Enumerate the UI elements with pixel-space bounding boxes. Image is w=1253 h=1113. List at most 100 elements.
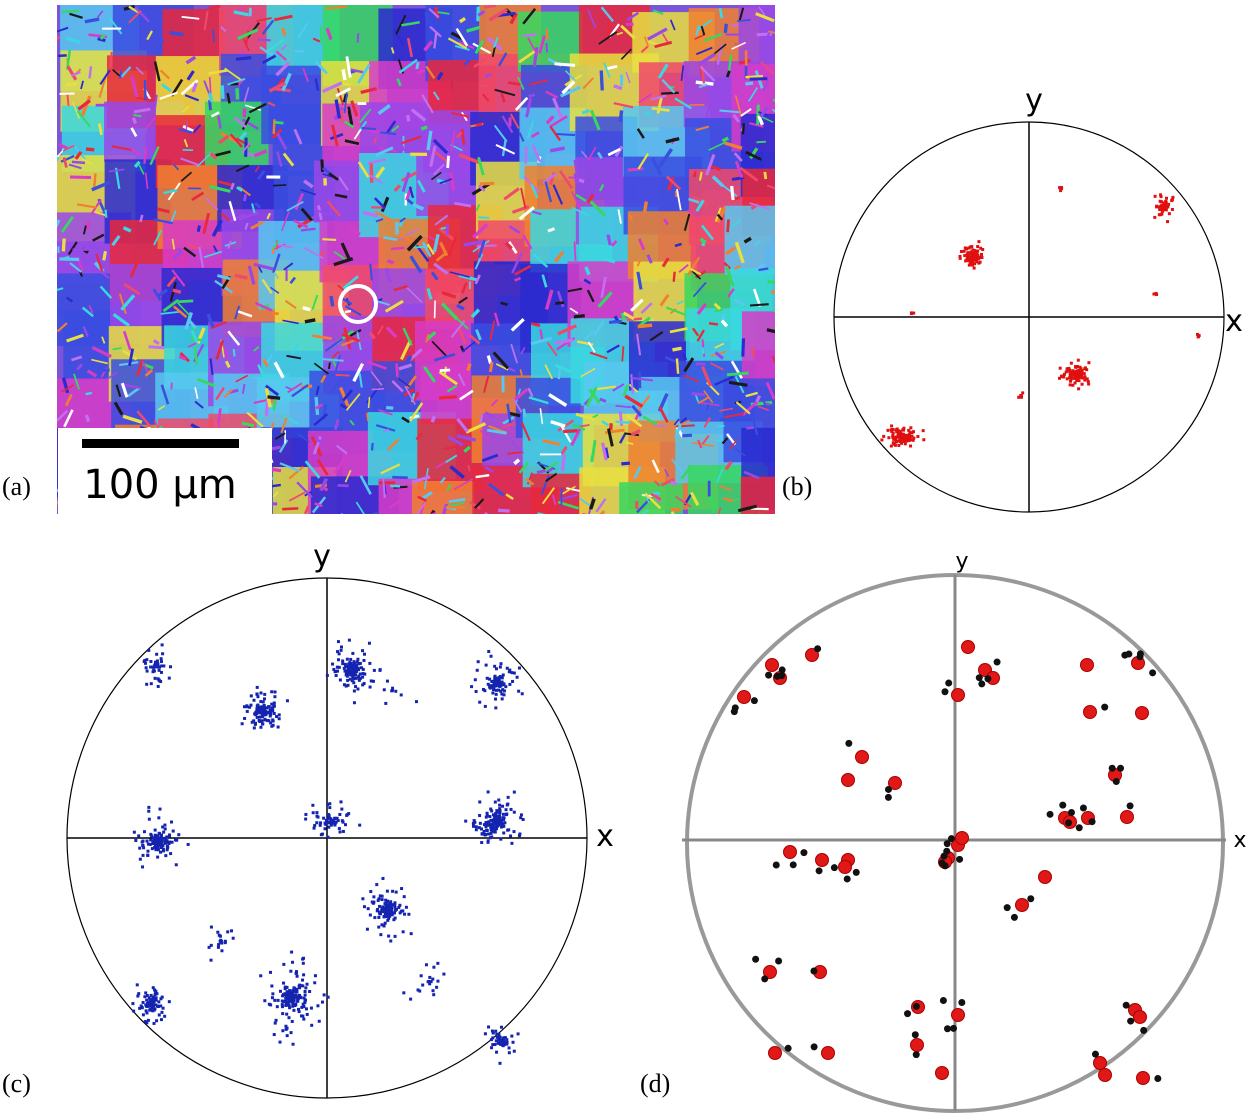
pole-point	[373, 916, 376, 919]
pole-point	[152, 666, 155, 669]
pole-point	[304, 818, 307, 821]
pole-point	[284, 1025, 287, 1028]
pole-point	[357, 662, 360, 665]
pole-point	[371, 900, 374, 903]
pole-point	[510, 1035, 513, 1038]
pole-point	[432, 989, 435, 992]
pole-point	[475, 828, 478, 831]
pole-point	[296, 975, 299, 978]
lath	[546, 43, 547, 53]
pole-point	[1075, 379, 1078, 382]
pole-point	[322, 817, 325, 820]
pole-point	[142, 1001, 145, 1004]
pole-point	[1087, 361, 1090, 364]
lath	[743, 338, 744, 356]
pole-point	[512, 1041, 515, 1044]
pole-point	[274, 690, 277, 693]
pole-point	[275, 715, 278, 718]
pole-point	[282, 963, 285, 966]
pole-point	[505, 808, 508, 811]
pole-point	[880, 438, 883, 441]
pole-point	[842, 774, 855, 787]
pole-point	[263, 697, 266, 700]
pole-point	[168, 1000, 171, 1003]
pole-point	[133, 831, 136, 834]
lath	[101, 370, 109, 371]
pole-point	[486, 677, 489, 680]
pole-point	[343, 667, 346, 670]
pole-point	[495, 818, 498, 821]
pole-figure	[67, 578, 587, 1098]
pole-point	[328, 806, 331, 809]
pole-point	[358, 679, 361, 682]
pole-point	[354, 667, 357, 670]
pole-point	[263, 999, 266, 1002]
pole-point	[912, 437, 915, 440]
pole-point	[501, 697, 504, 700]
pole-point	[269, 971, 272, 974]
pole-point	[361, 649, 364, 652]
pole-point	[1155, 205, 1158, 208]
lath	[339, 513, 342, 521]
pole-point	[418, 990, 421, 993]
pole-point	[159, 839, 162, 842]
pole-point	[944, 1025, 951, 1032]
pole-point	[155, 653, 158, 656]
pole-point	[773, 862, 780, 869]
pole-point	[160, 660, 163, 663]
pole-point	[442, 973, 445, 976]
pole-point	[353, 689, 356, 692]
lath	[732, 186, 733, 200]
pole-point	[1171, 196, 1174, 199]
pole-point	[969, 260, 972, 263]
pole-point	[327, 996, 330, 999]
pole-point	[1083, 379, 1086, 382]
lath	[274, 119, 275, 134]
pole-point	[216, 931, 219, 934]
pole-point	[160, 846, 163, 849]
lath	[86, 415, 88, 422]
pole-point	[965, 247, 968, 250]
pole-point	[1127, 1018, 1134, 1025]
pole-point	[301, 1015, 304, 1018]
pole-point	[303, 997, 306, 1000]
pole-point	[146, 670, 149, 673]
pole-point	[509, 834, 512, 837]
pole-point	[313, 981, 316, 984]
pole-point	[1004, 904, 1011, 911]
lath	[275, 122, 284, 123]
pole-point	[217, 946, 220, 949]
pole-point	[1079, 366, 1082, 369]
pole-point	[895, 430, 898, 433]
pole-point	[474, 678, 477, 681]
lath	[563, 455, 565, 471]
pole-point	[259, 974, 262, 977]
lath	[671, 509, 681, 510]
pole-point	[292, 1043, 295, 1046]
pole-point	[379, 933, 382, 936]
pole-point	[513, 1050, 516, 1053]
pole-point	[1084, 376, 1087, 379]
pole-point	[256, 704, 259, 707]
pole-point	[156, 835, 159, 838]
pole-point	[289, 995, 292, 998]
pole-point	[338, 813, 341, 816]
pole-point	[341, 659, 344, 662]
pole-point	[262, 700, 265, 703]
pole-point	[486, 821, 489, 824]
pole-point	[976, 255, 979, 258]
pole-point	[281, 994, 284, 997]
pole-point	[493, 815, 496, 818]
pole-point	[259, 710, 262, 713]
lath	[421, 127, 427, 129]
lath	[234, 349, 235, 356]
pole-point	[505, 1042, 508, 1045]
pole-point	[962, 641, 975, 654]
pole-point	[369, 890, 372, 893]
pole-point	[775, 957, 782, 964]
lath	[343, 69, 345, 80]
pole-point	[162, 831, 165, 834]
pole-point	[400, 887, 403, 890]
pole-point	[1065, 819, 1072, 826]
pole-point	[1027, 895, 1034, 902]
